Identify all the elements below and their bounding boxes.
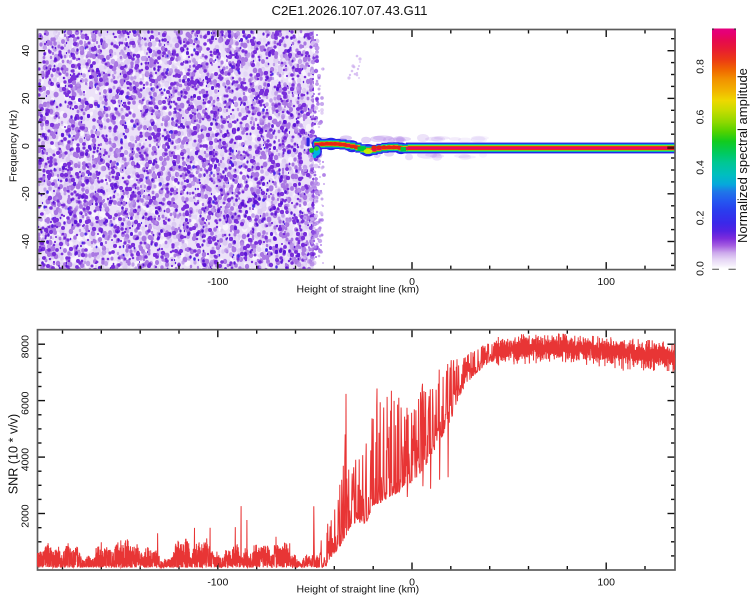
svg-text:0: 0 (409, 577, 415, 589)
svg-text:0: 0 (20, 143, 32, 149)
svg-text:0.4: 0.4 (695, 160, 707, 175)
svg-text:-20: -20 (20, 186, 32, 201)
svg-text:-40: -40 (20, 234, 32, 249)
svg-text:Frequency (Hz): Frequency (Hz) (7, 110, 19, 182)
svg-text:C2E1.2026.107.07.43.G11: C2E1.2026.107.07.43.G11 (272, 3, 428, 18)
svg-text:Height of straight line (km): Height of straight line (km) (297, 584, 420, 596)
svg-text:Height of straight line (km): Height of straight line (km) (297, 284, 420, 296)
svg-text:-100: -100 (207, 577, 228, 589)
svg-text:0.2: 0.2 (695, 211, 707, 226)
svg-text:40: 40 (20, 45, 32, 57)
svg-text:SNR (10 * v/v): SNR (10 * v/v) (7, 414, 21, 494)
svg-text:0.6: 0.6 (695, 109, 707, 124)
svg-text:20: 20 (20, 92, 32, 104)
svg-text:100: 100 (597, 276, 615, 288)
svg-text:0.8: 0.8 (695, 59, 707, 74)
svg-text:-100: -100 (207, 276, 228, 288)
svg-text:2000: 2000 (19, 504, 31, 528)
svg-text:0.0: 0.0 (695, 261, 707, 276)
svg-text:8000: 8000 (19, 335, 31, 359)
svg-text:6000: 6000 (19, 391, 31, 415)
svg-text:4000: 4000 (19, 448, 31, 472)
svg-text:100: 100 (597, 577, 615, 589)
svg-text:0: 0 (409, 276, 415, 288)
svg-text:Normalized spectral amplitude: Normalized spectral amplitude (735, 68, 750, 243)
